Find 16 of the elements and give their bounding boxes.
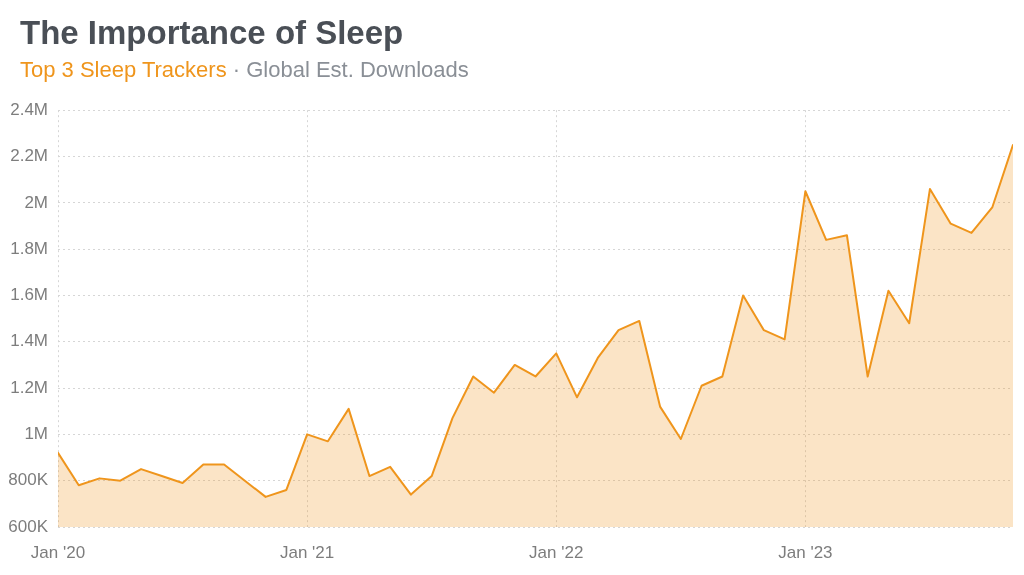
- x-tick-label: Jan '23: [778, 542, 833, 562]
- y-tick-label: 1.4M: [10, 331, 48, 351]
- y-tick-label: 1.6M: [10, 285, 48, 305]
- y-tick-label: 800K: [8, 470, 49, 490]
- y-tick-label: 1.8M: [10, 238, 48, 258]
- chart-subtitle: Top 3 Sleep Trackers · Global Est. Downloads: [20, 57, 469, 82]
- x-tick-label: Jan '20: [30, 542, 86, 562]
- y-tick-label: 600K: [8, 516, 49, 536]
- x-tick-label: Jan '22: [529, 542, 584, 562]
- y-tick-label: 2.2M: [10, 146, 48, 166]
- x-tick-label: Jan '21: [279, 542, 335, 562]
- chart-title: The Importance of Sleep: [20, 13, 404, 53]
- y-tick-label: 1.2M: [10, 377, 48, 397]
- y-tick-label: 2M: [24, 192, 48, 212]
- y-tick-label: 2.4M: [10, 99, 48, 119]
- y-tick-label: 1M: [24, 424, 48, 444]
